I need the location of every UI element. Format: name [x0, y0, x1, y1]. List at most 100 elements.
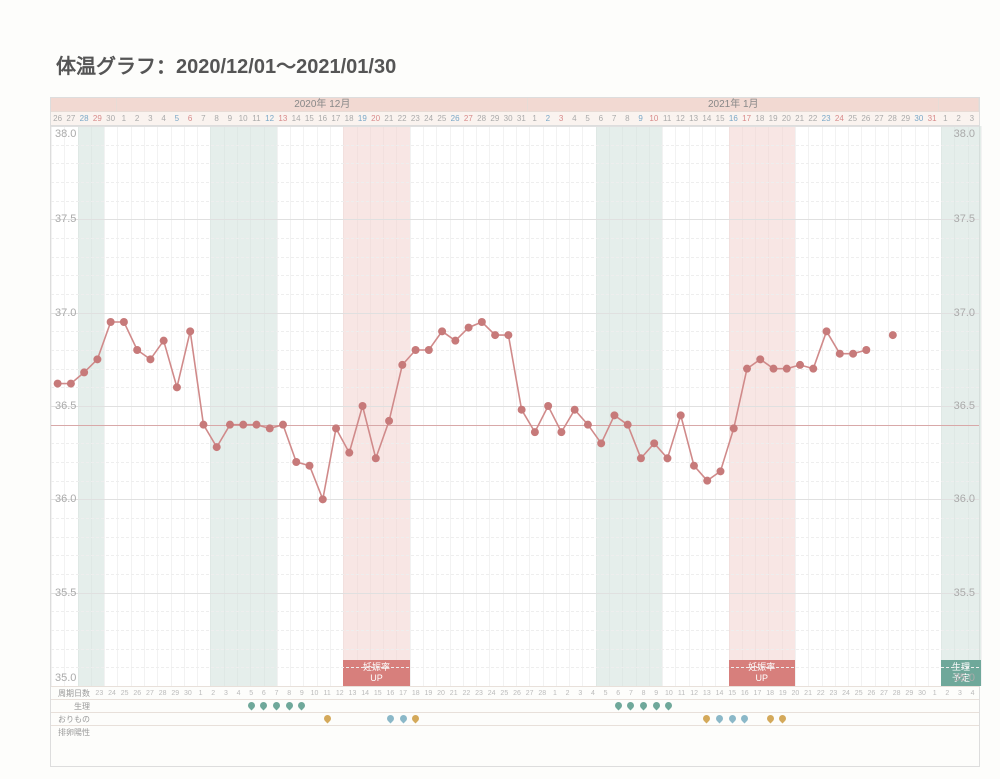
footer-cell	[321, 713, 334, 725]
footer-cell	[701, 713, 714, 725]
footer-cell	[118, 713, 131, 725]
footer-cell: 26	[131, 687, 144, 699]
footer-cell	[93, 700, 106, 712]
footer-cell	[498, 713, 511, 725]
footer-cell	[637, 700, 650, 712]
date-cell: 23	[820, 112, 833, 125]
footer-cell	[865, 700, 878, 712]
footer-cell	[207, 713, 220, 725]
footer-cell	[764, 726, 777, 738]
marker-icon	[246, 701, 256, 711]
footer-cell	[169, 700, 182, 712]
footer-cell	[93, 726, 106, 738]
footer-cell	[751, 713, 764, 725]
footer-cell: 29	[169, 687, 182, 699]
footer-cell	[447, 726, 460, 738]
footer-cell: 7	[270, 687, 283, 699]
footer-cell: 27	[144, 687, 157, 699]
marker-icon	[411, 714, 421, 724]
footer-cell	[916, 726, 929, 738]
marker-icon	[398, 714, 408, 724]
footer-cell	[283, 726, 296, 738]
date-cell: 18	[343, 112, 356, 125]
footer-cell	[296, 700, 309, 712]
footer-cell: 8	[637, 687, 650, 699]
footer-cell	[460, 700, 473, 712]
date-cell: 29	[488, 112, 501, 125]
footer-cell	[397, 713, 410, 725]
footer-cell	[663, 713, 676, 725]
date-cell: 3	[965, 112, 978, 125]
footer-cell	[776, 700, 789, 712]
footer-cell	[701, 726, 714, 738]
footer-cell	[675, 713, 688, 725]
footer-cell	[321, 700, 334, 712]
footer-cell	[599, 726, 612, 738]
date-cell: 7	[608, 112, 621, 125]
footer-cell	[144, 726, 157, 738]
footer-cell	[333, 713, 346, 725]
footer-cell	[435, 700, 448, 712]
footer-cell	[511, 700, 524, 712]
footer-cell	[827, 726, 840, 738]
footer-cell	[296, 713, 309, 725]
footer-cell	[941, 700, 954, 712]
footer-cell	[220, 700, 233, 712]
footer-cell	[473, 700, 486, 712]
footer-cell	[359, 726, 372, 738]
footer-cell	[447, 713, 460, 725]
footer-cell	[435, 713, 448, 725]
footer-cell	[435, 726, 448, 738]
footer-cell: 16	[738, 687, 751, 699]
footer-cell	[397, 726, 410, 738]
marker-icon	[613, 701, 623, 711]
footer-cell	[954, 700, 967, 712]
footer-cell: 3	[220, 687, 233, 699]
footer-cell	[296, 726, 309, 738]
footer-cell	[321, 726, 334, 738]
footer-cell	[194, 700, 207, 712]
footer-cell: 30	[916, 687, 929, 699]
date-cell: 6	[594, 112, 607, 125]
footer-cell	[346, 713, 359, 725]
footer-cell: 27	[878, 687, 891, 699]
footer-cell: 25	[118, 687, 131, 699]
date-cell: 21	[793, 112, 806, 125]
footer-cell	[903, 713, 916, 725]
footer-cell	[726, 713, 739, 725]
date-cell: 13	[276, 112, 289, 125]
footer-cell	[903, 700, 916, 712]
footer-cell	[587, 700, 600, 712]
footer-cell	[852, 713, 865, 725]
date-cell: 4	[157, 112, 170, 125]
footer-cell	[814, 713, 827, 725]
footer-cell	[131, 726, 144, 738]
footer-cell	[840, 713, 853, 725]
date-cell: 10	[647, 112, 660, 125]
month-segment	[51, 98, 117, 111]
footer-row-label: 排卵陽性	[51, 727, 93, 738]
footer-cell	[599, 713, 612, 725]
footer-cell: 26	[511, 687, 524, 699]
date-cell: 2	[131, 112, 144, 125]
date-cell: 15	[714, 112, 727, 125]
footer-cell	[814, 726, 827, 738]
footer-cell	[865, 713, 878, 725]
date-cell: 1	[528, 112, 541, 125]
date-cell: 14	[290, 112, 303, 125]
footer-cell	[232, 713, 245, 725]
footer-cell	[232, 700, 245, 712]
footer-cell	[207, 700, 220, 712]
footer-cell	[156, 700, 169, 712]
footer-cell	[713, 713, 726, 725]
footer-cell	[776, 726, 789, 738]
footer-cell	[384, 726, 397, 738]
marker-icon	[778, 714, 788, 724]
footer-cell	[346, 726, 359, 738]
footer-cell	[156, 726, 169, 738]
date-cell: 22	[806, 112, 819, 125]
footer-cell	[270, 726, 283, 738]
footer-cell: 1	[928, 687, 941, 699]
footer-cell	[460, 713, 473, 725]
footer-cell	[802, 713, 815, 725]
